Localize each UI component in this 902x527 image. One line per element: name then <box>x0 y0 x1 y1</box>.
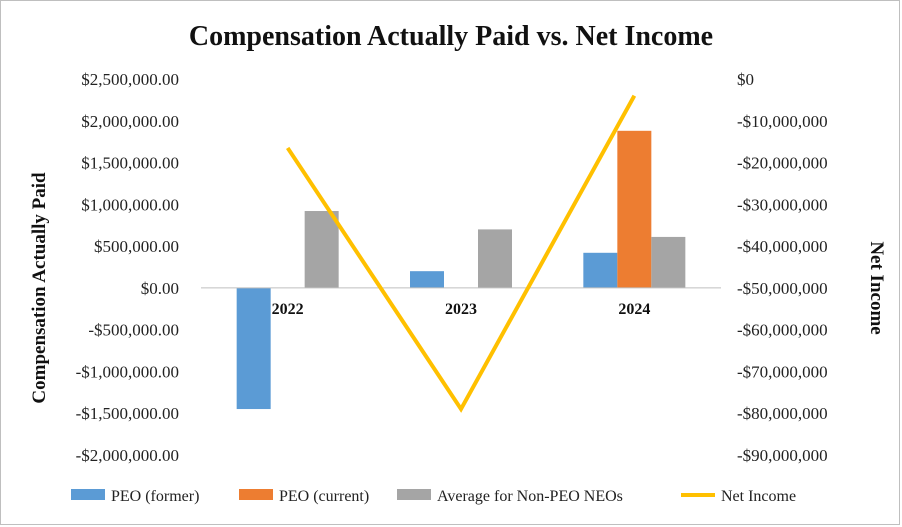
category-label-2023: 2023 <box>445 301 477 318</box>
legend: PEO (former) PEO (current) Average for Non… <box>71 488 796 505</box>
y2-tick-label: -$90,000,000 <box>737 446 828 465</box>
y2-tick-label: -$70,000,000 <box>737 362 828 381</box>
y-axis-title: Compensation Actually Paid <box>29 172 50 404</box>
net-income-series-line <box>286 94 637 413</box>
legend-swatch-peo-former <box>71 489 105 500</box>
y2-tick-label: -$10,000,000 <box>737 112 828 131</box>
chart-title: Compensation Actually Paid vs. Net Incom… <box>189 21 713 52</box>
y-tick-label: $1,000,000.00 <box>81 195 179 214</box>
y2-tick-label: -$40,000,000 <box>737 237 828 256</box>
y2-axis-ticks: $0 -$10,000,000 -$20,000,000 -$30,000,000 -$… <box>737 70 828 465</box>
y-tick-label: -$2,000,000.00 <box>76 446 179 465</box>
y2-tick-label: -$20,000,000 <box>737 154 828 173</box>
legend-label-average-for-non-peo-neos: Average for Non-PEO NEOs <box>437 488 623 505</box>
y2-axis-title: Net Income <box>866 241 887 334</box>
y-tick-label: $2,500,000.00 <box>81 70 179 89</box>
y2-tick-label: -$30,000,000 <box>737 195 828 214</box>
y2-tick-label: -$80,000,000 <box>737 404 828 423</box>
bar-average-for-non-peo-neos-2023 <box>478 229 512 288</box>
y-tick-label: $1,500,000.00 <box>81 154 179 173</box>
bar-peo-former-2024 <box>583 252 618 288</box>
legend-label-peo-current: PEO (current) <box>279 488 369 505</box>
y-tick-label: -$500,000.00 <box>88 321 179 340</box>
y-axis-ticks: $2,500,000.00 $2,000,000.00 $1,500,000.00 $… <box>76 70 179 465</box>
y2-tick-label: $0 <box>737 70 754 89</box>
bar-average-for-non-peo-neos-2022 <box>304 211 339 288</box>
y-tick-label: $0.00 <box>141 279 179 298</box>
legend-swatch-average-for-non-peo-neos <box>397 489 431 500</box>
y2-tick-label: -$50,000,000 <box>737 279 828 298</box>
bar-peo-former-2022 <box>236 287 271 410</box>
bar-series <box>236 130 686 410</box>
category-labels: 2022 2023 2024 <box>272 301 651 318</box>
y-tick-label: $500,000.00 <box>94 237 179 256</box>
category-label-2024: 2024 <box>618 301 650 318</box>
y-tick-label: $2,000,000.00 <box>81 112 179 131</box>
y-tick-label: -$1,500,000.00 <box>76 404 179 423</box>
legend-label-peo-former: PEO (former) <box>111 488 199 505</box>
legend-label-net-income: Net Income <box>721 488 796 505</box>
bar-peo-former-2023 <box>410 271 444 288</box>
y2-tick-label: -$60,000,000 <box>737 321 828 340</box>
category-label-2022: 2022 <box>272 301 304 318</box>
net-income-line <box>286 94 637 413</box>
bar-average-for-non-peo-neos-2024 <box>651 236 686 288</box>
bar-peo-current-2024 <box>617 130 652 288</box>
legend-swatch-peo-current <box>239 489 273 500</box>
y-tick-label: -$1,000,000.00 <box>76 362 179 381</box>
